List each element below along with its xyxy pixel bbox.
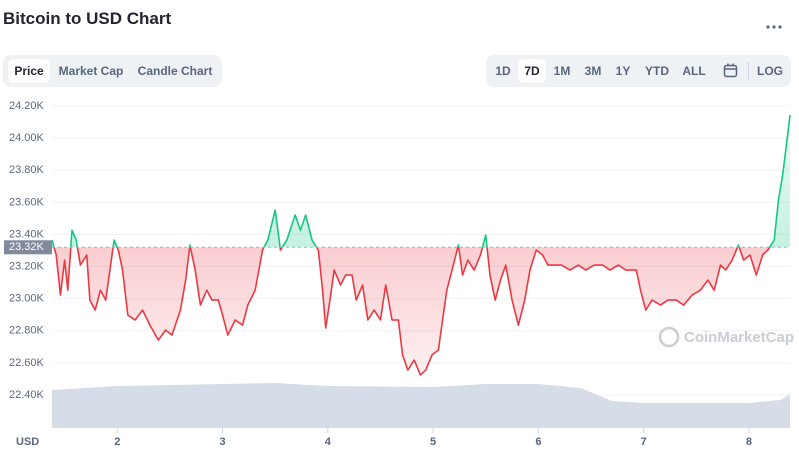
x-tick-label: 5 xyxy=(430,436,436,448)
y-tick-label: 22.40K xyxy=(9,389,45,401)
range-button[interactable]: 3M xyxy=(584,64,602,78)
y-tick-label: 22.60K xyxy=(9,357,45,369)
range-button[interactable]: 1Y xyxy=(615,64,631,78)
range-button[interactable]: 1M xyxy=(553,64,571,78)
watermark: CoinMarketCap xyxy=(658,326,794,348)
watermark-logo xyxy=(658,326,680,348)
range-button[interactable]: 1D xyxy=(495,64,511,78)
y-tick-label: 22.80K xyxy=(9,325,45,337)
x-tick-label: 8 xyxy=(746,436,752,448)
price-area xyxy=(52,115,790,376)
watermark-text: CoinMarketCap xyxy=(684,329,794,346)
reference-label: 23.32K xyxy=(9,241,45,253)
more-menu[interactable] xyxy=(766,24,782,30)
log-button[interactable]: LOG xyxy=(757,64,783,78)
range-button[interactable]: YTD xyxy=(645,64,669,78)
tab[interactable]: Candle Chart xyxy=(137,64,213,78)
x-tick-label: 3 xyxy=(219,436,225,448)
y-tick-label: 23.60K xyxy=(9,196,45,208)
y-tick-label: 24.20K xyxy=(9,100,45,112)
x-axis-label: USD xyxy=(16,436,39,448)
y-tick-label: 23.80K xyxy=(9,164,45,176)
chart-tabs: Price Market Cap Candle Chart xyxy=(3,55,222,87)
calendar-icon[interactable] xyxy=(723,63,738,78)
tab[interactable]: Price xyxy=(8,59,50,83)
tab[interactable]: Market Cap xyxy=(58,64,124,78)
x-tick-label: 2 xyxy=(114,436,120,448)
x-tick-label: 4 xyxy=(325,436,332,448)
range-button[interactable]: ALL xyxy=(682,64,706,78)
y-tick-label: 23.20K xyxy=(9,260,45,272)
volume-area xyxy=(52,383,790,428)
range-selector: 1D 7D 1M 3M 1Y YTD ALL LOG xyxy=(486,55,791,87)
y-tick-label: 23.00K xyxy=(9,293,45,305)
price-line xyxy=(51,114,791,376)
x-tick-label: 6 xyxy=(535,436,541,448)
y-tick-label: 23.40K xyxy=(9,228,45,240)
y-tick-label: 24.00K xyxy=(9,132,45,144)
chart-title: Bitcoin to USD Chart xyxy=(3,9,172,28)
range-button[interactable]: 7D xyxy=(518,59,546,83)
x-tick-label: 7 xyxy=(641,436,647,448)
reference-label-box xyxy=(4,240,52,255)
divider xyxy=(748,62,749,80)
